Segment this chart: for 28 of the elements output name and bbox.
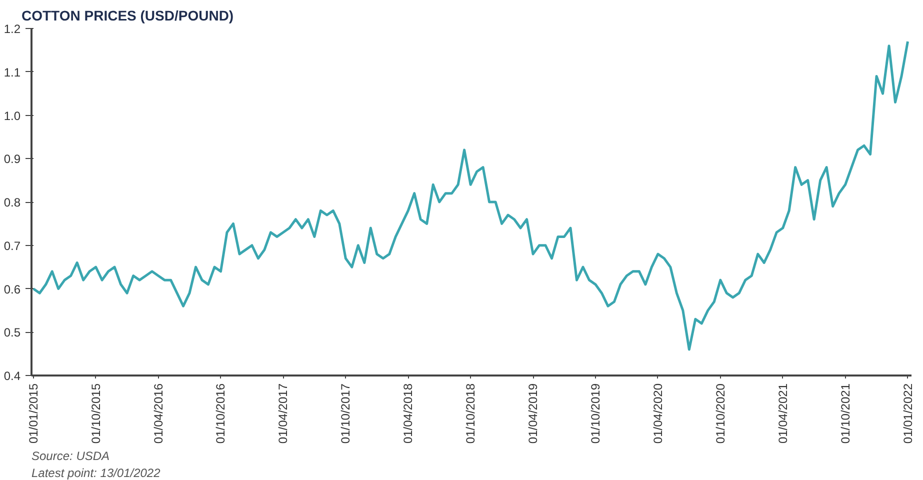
x-tick-label: 01/10/2016 bbox=[214, 383, 228, 444]
chart-title: COTTON PRICES (USD/POUND) bbox=[22, 8, 234, 24]
x-tick-label: 01/10/2019 bbox=[588, 383, 602, 444]
y-tick-label: 0.5 bbox=[4, 326, 21, 340]
x-tick-label: 01/04/2021 bbox=[776, 383, 790, 444]
x-tick-label: 01/10/2015 bbox=[88, 383, 103, 444]
x-tick-label: 01/10/2017 bbox=[338, 383, 353, 444]
x-tick-label: 01/04/2018 bbox=[401, 383, 416, 444]
x-tick-label: 01/04/2019 bbox=[526, 383, 540, 444]
line-series bbox=[32, 40, 910, 351]
source-note: Source: USDA bbox=[32, 449, 110, 463]
x-tick-label: 01/10/2018 bbox=[464, 383, 478, 444]
x-tick-label: 01/04/2017 bbox=[276, 383, 290, 444]
x-tick-label: 01/01/2022 bbox=[900, 383, 915, 444]
x-tick-label: 01/01/2015 bbox=[26, 383, 40, 444]
y-tick-label: 0.6 bbox=[4, 282, 21, 296]
y-tick-label: 0.4 bbox=[4, 369, 21, 383]
x-tick-label: 01/10/2020 bbox=[713, 383, 728, 444]
x-tick-label: 01/04/2020 bbox=[650, 383, 665, 444]
y-tick-label: 0.8 bbox=[4, 196, 21, 210]
y-tick-label: 0.7 bbox=[4, 238, 21, 253]
x-tick-label: 01/10/2021 bbox=[838, 383, 852, 444]
y-tick-label: 0.9 bbox=[4, 152, 21, 166]
y-tick-label: 1.0 bbox=[4, 108, 21, 123]
y-tick-label: 1.2 bbox=[4, 22, 21, 36]
y-tick-label: 1.1 bbox=[4, 65, 21, 80]
text: Latest point: 13/01/2022 bbox=[32, 466, 161, 480]
x-tick-label: 01/04/2016 bbox=[151, 383, 166, 444]
